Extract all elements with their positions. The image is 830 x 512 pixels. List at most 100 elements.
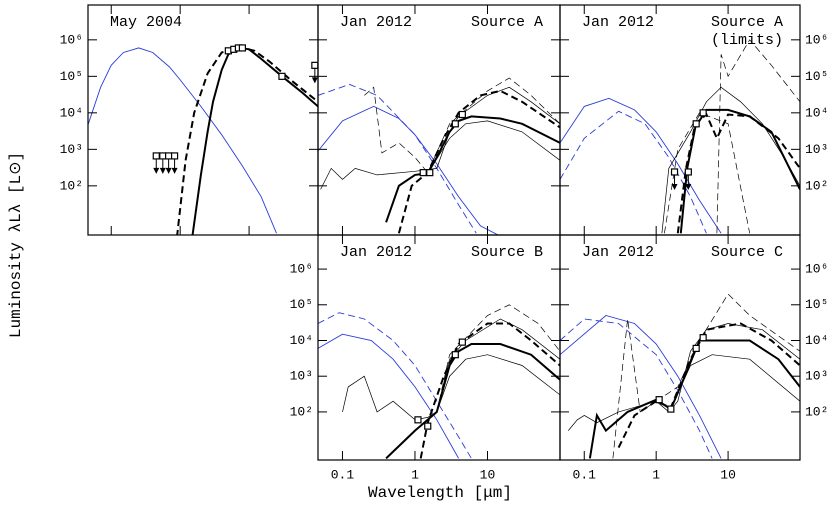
sed-curve [318, 333, 459, 459]
panel-frame [317, 4, 561, 236]
x-tick-label: 10 [480, 467, 496, 482]
plot-area [560, 39, 800, 234]
panel-frame [87, 4, 319, 236]
x-tick-label: 0.1 [331, 467, 355, 482]
y-tick-label: 10⁵ [805, 297, 828, 312]
upper-limit [165, 152, 173, 174]
y-tick-label: 10⁴ [805, 105, 828, 120]
data-point [692, 344, 700, 353]
panel: 0.1 1 10 10² 10³ 10⁴ 10⁵ 10⁶ Jan 2012 Source B [290, 234, 561, 482]
sed-curve [436, 304, 560, 412]
data-point [278, 72, 286, 80]
sed-curve [664, 112, 751, 234]
sed-curve [436, 318, 560, 412]
y-tick-label: 10⁴ [290, 333, 313, 348]
data-point [451, 120, 459, 128]
sed-curve [191, 46, 318, 235]
sed-curve [419, 322, 560, 459]
x-tick-label: 0.1 [573, 467, 597, 482]
sed-curve [427, 120, 560, 174]
panel-subtitle: Source C [711, 244, 783, 261]
plot-area [318, 304, 560, 460]
sed-curve [385, 115, 560, 223]
plot-area [560, 293, 800, 459]
sed-curve [318, 83, 477, 234]
data-point [655, 396, 663, 404]
panel-title: Jan 2012 [582, 14, 654, 31]
sed-curve [320, 86, 560, 190]
data-point [238, 44, 247, 52]
upper-limit [152, 152, 160, 174]
y-tick-label: 10³ [805, 369, 828, 384]
y-tick-label: 10² [805, 404, 828, 419]
sed-curve [676, 112, 800, 234]
sed-curve [385, 343, 560, 460]
panel-note: (limits) [711, 32, 783, 49]
y-tick-label: 10² [805, 178, 828, 193]
y-tick-label: 10⁶ [60, 32, 83, 47]
y-tick-label: 10⁴ [60, 105, 83, 120]
sed-curve [342, 354, 560, 421]
sed-curve [176, 45, 318, 235]
upper-limit [670, 168, 679, 190]
sed-curve [560, 318, 713, 459]
x-tick-label: 1 [652, 467, 660, 482]
sed-curve [560, 97, 722, 234]
sed-curve [588, 339, 800, 459]
x-tick-label: 1 [411, 467, 419, 482]
sed-curve [318, 312, 472, 459]
data-point [699, 109, 707, 117]
panel: 0.1 1 10 10² 10³ 10⁴ 10⁵ 10⁶ Jan 2012 Source C [559, 234, 828, 482]
y-tick-label: 10⁶ [805, 262, 828, 277]
panel-title: May 2004 [110, 14, 182, 31]
upper-limit [170, 152, 179, 174]
data-point [414, 416, 422, 424]
panel-frame [317, 234, 561, 461]
plot-area [88, 44, 318, 235]
y-tick-label: 10⁶ [290, 262, 313, 277]
panel-title: Jan 2012 [582, 244, 654, 261]
panel-subtitle: Source A [471, 14, 543, 31]
sed-curve [617, 322, 800, 449]
data-point [451, 351, 459, 359]
sed-curve [661, 86, 800, 234]
sed-curve [364, 77, 560, 174]
upper-limit [684, 168, 692, 190]
data-point [699, 334, 707, 342]
y-tick-label: 10³ [290, 369, 313, 384]
y-tick-label: 10³ [805, 142, 828, 157]
panel-title: Jan 2012 [340, 14, 412, 31]
panel: 10² 10³ 10⁴ 10⁵ 10⁶ Jan 2012 Source A(limits) [559, 4, 828, 236]
upper-limit [311, 61, 318, 84]
data-point [426, 169, 434, 177]
x-tick-label: 10 [720, 467, 736, 482]
sed-curve [560, 315, 722, 459]
sed-curve [716, 39, 800, 234]
data-point [458, 110, 466, 119]
panel-subtitle: Source B [471, 244, 543, 261]
y-tick-label: 10³ [60, 142, 83, 157]
panel: 10² 10³ 10⁴ 10⁵ 10⁶ May 2004 [60, 4, 319, 236]
y-tick-label: 10⁵ [290, 297, 313, 312]
data-point [424, 422, 432, 430]
sed-curve [397, 89, 560, 234]
panel: Jan 2012 Source A [317, 4, 561, 236]
x-axis-label: Wavelength [μm] [368, 484, 512, 502]
y-tick-label: 10² [60, 178, 83, 193]
data-point [419, 169, 427, 177]
y-tick-label: 10⁵ [60, 69, 83, 84]
sed-curve [88, 47, 277, 234]
y-tick-label: 10⁵ [805, 69, 828, 84]
panel-frame [559, 234, 801, 461]
plot-area [318, 77, 560, 235]
data-point [458, 338, 466, 346]
panel-subtitle: Source A [711, 14, 783, 31]
upper-limit [159, 152, 167, 174]
sed-curve [612, 293, 800, 459]
y-axis-label: Luminosity λLλ [L⊙] [7, 152, 25, 338]
sed-curve [560, 110, 707, 234]
y-tick-label: 10⁴ [805, 333, 828, 348]
y-tick-label: 10² [290, 404, 313, 419]
y-tick-label: 10⁶ [805, 32, 828, 47]
